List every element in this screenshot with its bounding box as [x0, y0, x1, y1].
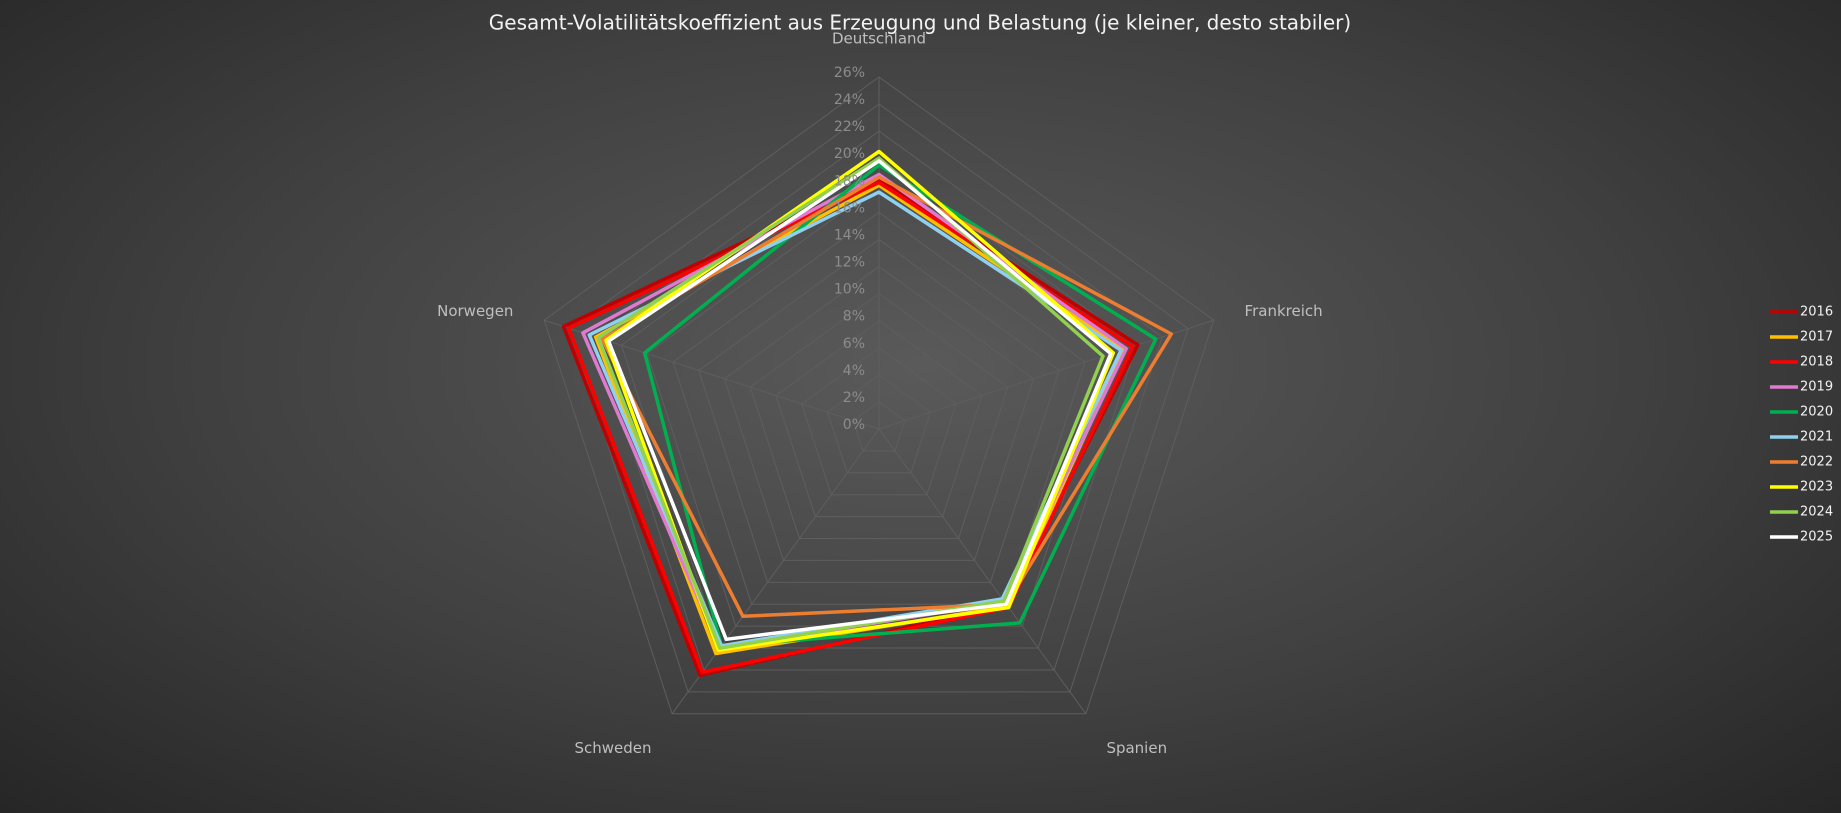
grid-ring: [569, 103, 1189, 693]
legend-label: 2023: [1800, 480, 1833, 495]
category-label: Frankreich: [1245, 302, 1323, 320]
tick-label: 10%: [834, 282, 865, 298]
tick-label: 20%: [834, 146, 865, 162]
tick-label: 0%: [843, 417, 865, 433]
tick-label: 12%: [834, 255, 865, 271]
series-line: [596, 156, 1105, 650]
tick-label: 14%: [834, 227, 865, 243]
spoke: [878, 428, 1087, 715]
grid-ring: [543, 76, 1215, 715]
grid-ring: [723, 265, 1035, 561]
grid-ring: [775, 320, 983, 518]
legend-label: 2024: [1800, 505, 1833, 520]
category-label: Schweden: [575, 739, 652, 757]
legend-label: 2025: [1800, 530, 1833, 545]
grid-ring: [672, 211, 1086, 605]
legend-label: 2017: [1800, 330, 1833, 345]
series-line: [642, 163, 1158, 648]
tick-label: 8%: [843, 309, 865, 325]
grid-ring: [801, 347, 957, 496]
legend-label: 2021: [1800, 430, 1833, 445]
tick-label: 26%: [834, 65, 865, 81]
tick-label: 6%: [843, 336, 865, 352]
legend-label: 2018: [1800, 355, 1833, 370]
grid-ring: [698, 238, 1060, 583]
grid-ring: [620, 157, 1138, 649]
tick-label: 2%: [843, 390, 865, 406]
grid-ring: [852, 401, 906, 452]
grid-ring: [826, 374, 932, 474]
spoke: [878, 319, 1214, 430]
series-line: [606, 159, 1113, 642]
tick-label: 16%: [834, 200, 865, 216]
legend-label: 2020: [1800, 405, 1833, 420]
grid-ring: [749, 292, 1009, 540]
chart-title: Gesamt-Volatilitätskoeffizient aus Erzeu…: [489, 11, 1351, 35]
legend-label: 2022: [1800, 455, 1833, 470]
legend-label: 2019: [1800, 380, 1833, 395]
tick-label: 22%: [834, 119, 865, 135]
category-label: Norwegen: [437, 302, 513, 320]
tick-label: 4%: [843, 363, 865, 379]
series-line: [604, 149, 1116, 652]
legend-label: 2016: [1800, 305, 1833, 320]
category-label: Deutschland: [832, 29, 926, 47]
tick-label: 24%: [834, 92, 865, 108]
category-label: Spanien: [1106, 739, 1167, 757]
spoke: [671, 428, 880, 715]
tick-label: 18%: [834, 173, 865, 189]
series-line: [566, 180, 1135, 674]
